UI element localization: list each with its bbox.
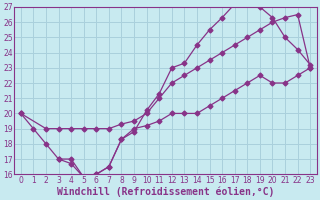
X-axis label: Windchill (Refroidissement éolien,°C): Windchill (Refroidissement éolien,°C)	[57, 186, 274, 197]
